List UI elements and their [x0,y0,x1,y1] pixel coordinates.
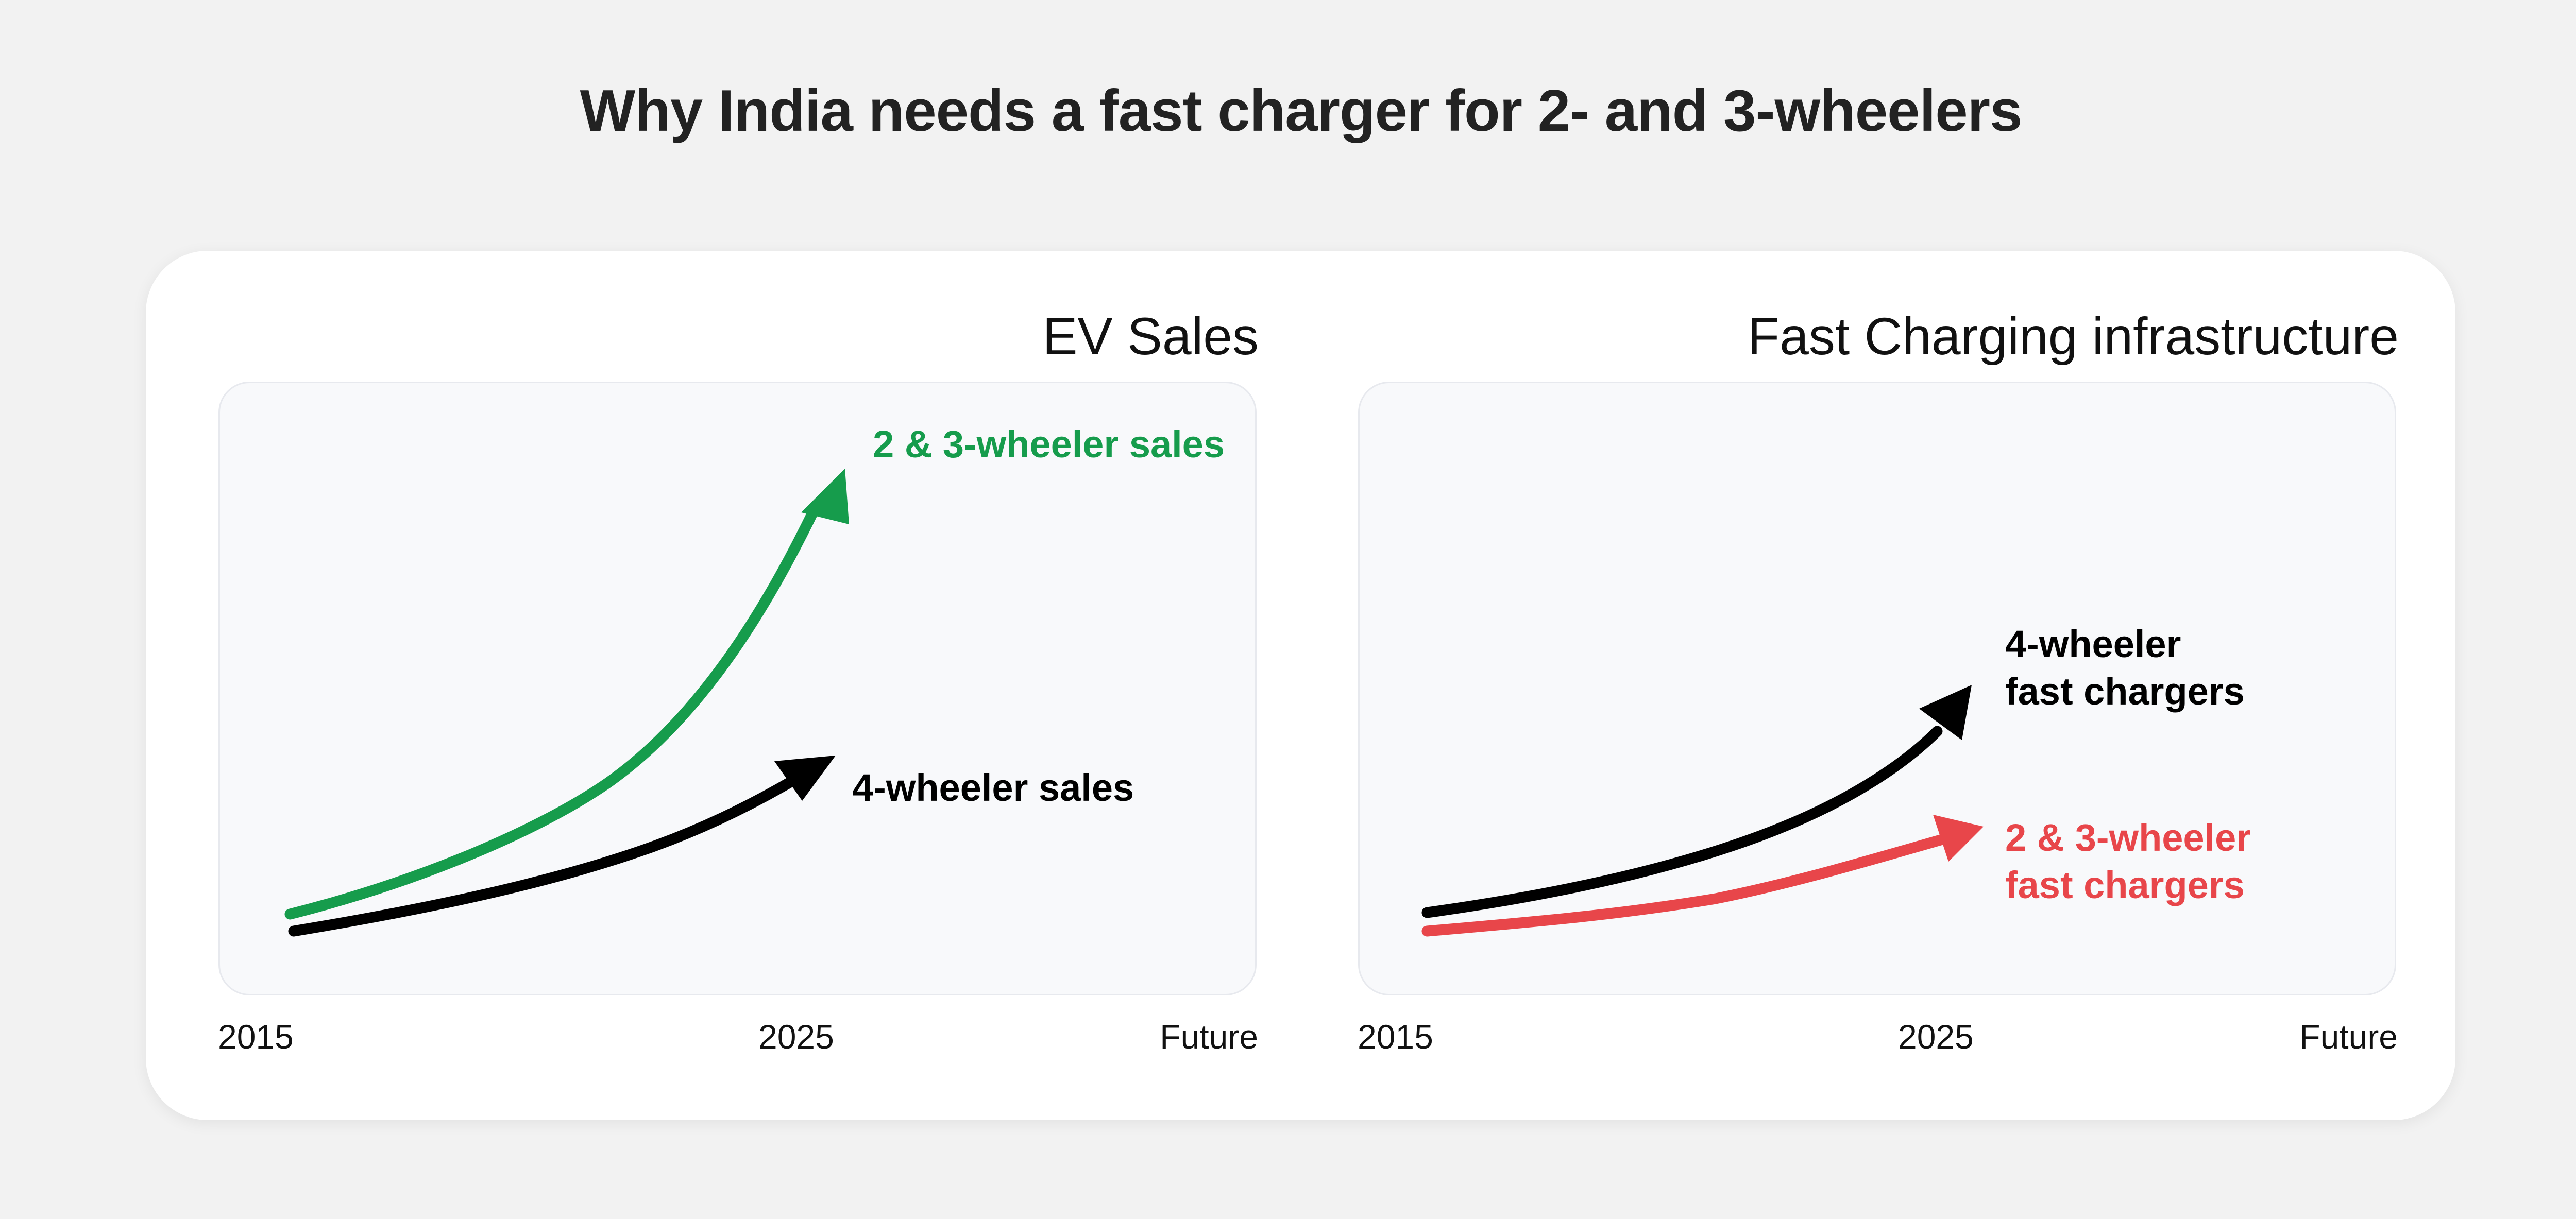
series-arrowhead-2-3-wheeler-fast-chargers [1933,815,1984,862]
fast-charging-title: Fast Charging infrastructure [1747,307,2399,366]
series-line-4-wheeler-sales [288,776,796,937]
series-line-2-3-wheeler-sales [284,499,822,920]
page-title: Why India needs a fast charger for 2- an… [580,78,2023,144]
label-4-wheeler-fast-chargers: 4-wheeler fast chargers [2005,621,2245,715]
label-4-wheeler-fast-chargers-line2: fast chargers [2005,670,2245,713]
label-4-wheeler-sales: 4-wheeler sales [852,766,1134,809]
ev-sales-plot-area [218,382,1257,995]
label-2-3-wheeler-sales: 2 & 3-wheeler sales [873,423,1225,466]
fast-charging-tick-2025: 2025 [1898,1018,1974,1056]
series-line-2-3-wheeler-fast-chargers [1421,834,1948,937]
fast-charging-tick-2015: 2015 [1358,1018,1433,1056]
series-arrowhead-4-wheeler-sales [774,756,836,801]
fast-charging-tick-future: Future [2299,1018,2398,1056]
ev-sales-tick-2015: 2015 [218,1018,294,1056]
series-line-4-wheeler-fast-chargers [1421,726,1943,918]
label-2-3-wheeler-fast-chargers: 2 & 3-wheeler fast chargers [2005,814,2251,909]
label-4-wheeler-fast-chargers-line1: 4-wheeler [2005,623,2181,665]
ev-sales-title: EV Sales [1042,307,1259,366]
ev-sales-tick-2025: 2025 [758,1018,834,1056]
label-2-3-wheeler-fast-chargers-line2: fast chargers [2005,864,2245,906]
label-2-3-wheeler-fast-chargers-line1: 2 & 3-wheeler [2005,816,2251,859]
series-arrowhead-4-wheeler-fast-chargers [1919,685,1972,740]
series-arrowhead-2-3-wheeler-sales [801,469,849,524]
ev-sales-tick-future: Future [1160,1018,1258,1056]
